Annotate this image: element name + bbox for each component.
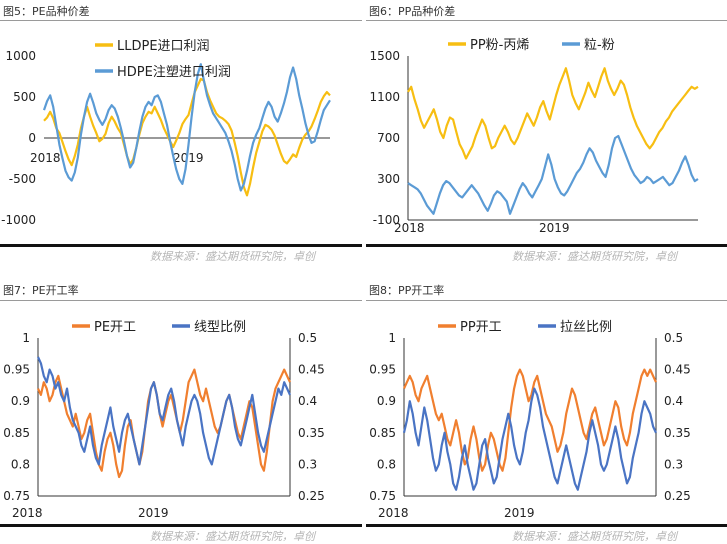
bottom-rule-p6 — [366, 244, 727, 247]
y-tick-label: 0.95 — [369, 363, 396, 377]
x-tick-label: 2018 — [378, 506, 409, 520]
bottom-rule-p5 — [0, 244, 362, 247]
x-tick-label: 2019 — [504, 506, 535, 520]
y-tick-label: 0.75 — [369, 489, 396, 503]
y-tick-label: -500 — [9, 172, 36, 186]
x-tick-label: 2018 — [12, 506, 43, 520]
chart-pp-operating-rate: 1 0.95 0.9 0.85 0.8 0.75 0.5 0.45 0.4 0.35 0.3 0.25… — [369, 320, 691, 520]
y-tick-label-right: 0.45 — [664, 363, 691, 377]
bottom-rule-p7 — [0, 524, 362, 527]
panel-title-pp-spread: 图6：PP品种价差 — [369, 5, 456, 18]
y-tick-label: 0.8 — [377, 457, 396, 471]
x-tick-label: 2018 — [30, 151, 61, 165]
y-tick-label: 1 — [388, 331, 396, 345]
chart-pe-operating-rate: 1 0.95 0.9 0.85 0.8 0.75 0.5 0.45 0.4 0.35 0.3 0.25… — [3, 320, 325, 520]
panel-title-pp-rate: 图8：PP开工率 — [369, 284, 445, 297]
panel-title-pe-spread: 图5：PE品种价差 — [3, 5, 90, 18]
legend-label: HDPE注塑进口利润 — [117, 65, 231, 80]
x-tick-label: 2018 — [394, 221, 425, 235]
y-tick-label: 0.8 — [11, 457, 30, 471]
y-tick-label: 0.95 — [3, 363, 30, 377]
y-tick-label: 1100 — [369, 90, 400, 104]
y-tick-label: 0 — [28, 131, 36, 145]
y-tick-label: 0.9 — [377, 394, 396, 408]
bottom-rule-p8 — [366, 524, 727, 527]
chart-pe-spread: 1000 500 0 -500 -1000 2018 2019 LLDPE进口利润 HDPE注塑… — [1, 39, 331, 227]
legend-label: LLDPE进口利润 — [117, 39, 210, 54]
y-tick-label: 1500 — [369, 49, 400, 63]
source-note-p8: 数据来源：盛达期货研究院，卓创 — [512, 530, 677, 543]
y-tick-label: 1000 — [5, 49, 36, 63]
y-tick-label: 1 — [22, 331, 30, 345]
y-tick-label-right: 0.25 — [298, 489, 325, 503]
series-line-1 — [402, 368, 657, 472]
y-tick-label: 0.75 — [3, 489, 30, 503]
legend-label: PP粉-丙烯 — [470, 38, 529, 53]
y-tick-label-right: 0.35 — [664, 426, 691, 440]
series-line-2 — [42, 63, 331, 192]
y-tick-label-right: 0.4 — [298, 394, 317, 408]
y-tick-label-right: 0.3 — [298, 457, 317, 471]
y-tick-label: 0.9 — [11, 394, 30, 408]
y-tick-label: 0.85 — [369, 426, 396, 440]
top-rule-right — [366, 20, 727, 21]
y-tick-label-right: 0.25 — [664, 489, 691, 503]
x-tick-label: 2019 — [539, 221, 570, 235]
legend-label: 拉丝比例 — [560, 320, 612, 335]
y-tick-label-right: 0.3 — [664, 457, 683, 471]
legend-label: 粒-粉 — [584, 38, 615, 53]
top-rule-left — [0, 20, 362, 21]
series-line-2 — [37, 356, 291, 466]
series-line-1 — [407, 67, 699, 160]
x-tick-label: 2019 — [138, 506, 169, 520]
series-line-1 — [37, 368, 291, 479]
y-tick-label-right: 0.35 — [298, 426, 325, 440]
mid-rule-left — [0, 300, 362, 301]
source-note-p5: 数据来源：盛达期货研究院，卓创 — [150, 250, 315, 263]
y-tick-label: 500 — [13, 90, 36, 104]
y-tick-label: -100 — [373, 213, 400, 227]
x-tick-label: 2019 — [173, 151, 204, 165]
y-tick-label-right: 0.4 — [664, 394, 683, 408]
y-tick-label-right: 0.45 — [298, 363, 325, 377]
y-tick-label: 0.85 — [3, 426, 30, 440]
panel-title-pe-rate: 图7：PE开工率 — [3, 284, 79, 297]
series-line-2 — [407, 134, 699, 215]
legend-label: 线型比例 — [194, 320, 246, 335]
legend-label: PP开工 — [460, 320, 502, 335]
source-note-p6: 数据来源：盛达期货研究院，卓创 — [512, 250, 677, 263]
y-tick-label: 700 — [377, 131, 400, 145]
y-tick-label: 300 — [377, 172, 400, 186]
legend-label: PE开工 — [94, 320, 136, 335]
mid-rule-right — [366, 300, 727, 301]
y-tick-label-right: 0.5 — [664, 331, 683, 345]
y-tick-label: -1000 — [1, 213, 36, 227]
series-line-2 — [402, 387, 657, 491]
y-tick-label-right: 0.5 — [298, 331, 317, 345]
series-line-1 — [43, 77, 331, 197]
source-note-p7: 数据来源：盛达期货研究院，卓创 — [150, 530, 315, 543]
